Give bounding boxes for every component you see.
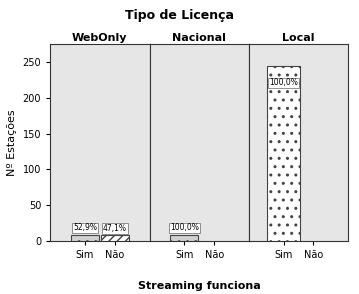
Text: 52,9%: 52,9% xyxy=(73,223,97,233)
Text: Tipo de Licença: Tipo de Licença xyxy=(125,9,234,22)
Title: Nacional: Nacional xyxy=(172,33,226,43)
Text: 100,0%: 100,0% xyxy=(269,78,298,88)
Text: Streaming funciona: Streaming funciona xyxy=(138,281,261,291)
Title: Local: Local xyxy=(282,33,315,43)
Bar xyxy=(267,66,300,241)
Text: 47,1%: 47,1% xyxy=(103,224,127,233)
Text: 100,0%: 100,0% xyxy=(170,223,199,233)
Bar xyxy=(171,235,198,241)
Y-axis label: Nº Estações: Nº Estações xyxy=(7,109,17,176)
Bar xyxy=(101,235,129,241)
Bar xyxy=(71,235,99,241)
Title: WebOnly: WebOnly xyxy=(72,33,128,43)
